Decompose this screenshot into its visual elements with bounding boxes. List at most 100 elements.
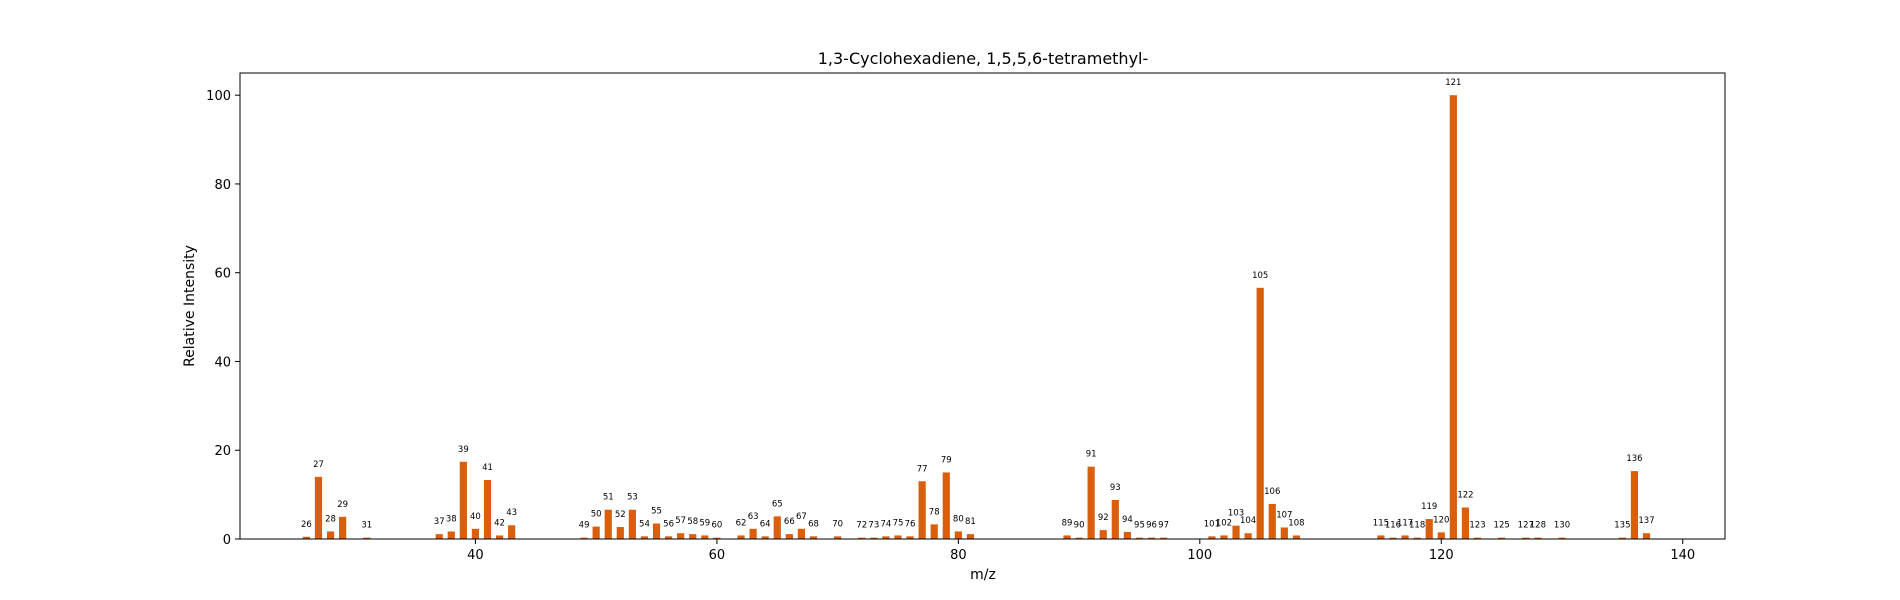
peak-label-mz-92: 92 [1098, 513, 1109, 523]
bar-mz-105 [1256, 287, 1264, 539]
peak-label-mz-53: 53 [627, 493, 638, 503]
x-tick-label: 60 [709, 548, 726, 563]
peak-label-mz-64: 64 [760, 519, 771, 529]
bar-mz-95 [1135, 537, 1144, 539]
peak-label-mz-93: 93 [1110, 483, 1121, 493]
bar-mz-81 [966, 534, 975, 539]
bar-mz-66 [785, 534, 793, 539]
peak-label-mz-68: 68 [808, 519, 819, 529]
bar-mz-136 [1630, 471, 1639, 539]
x-axis-label: m/z [970, 567, 996, 583]
peak-label-mz-103: 103 [1228, 509, 1244, 519]
bar-mz-106 [1268, 503, 1276, 539]
peak-label-mz-50: 50 [591, 510, 602, 520]
bar-mz-121 [1449, 95, 1457, 539]
bar-mz-40 [471, 528, 480, 539]
peak-label-mz-75: 75 [893, 518, 904, 528]
bar-mz-41 [483, 479, 492, 539]
bar-mz-125 [1498, 537, 1506, 539]
peak-label-mz-127: 127 [1518, 521, 1534, 531]
bar-mz-26 [302, 536, 310, 539]
bar-mz-76 [906, 536, 914, 539]
peak-label-mz-108: 108 [1288, 518, 1304, 528]
bar-mz-79 [942, 472, 950, 539]
bar-mz-57 [677, 533, 685, 539]
peak-label-mz-119: 119 [1421, 502, 1437, 512]
y-tick-label: 100 [206, 89, 231, 104]
bar-mz-64 [761, 536, 769, 539]
bar-mz-108 [1292, 535, 1300, 539]
peak-label-mz-94: 94 [1122, 515, 1133, 525]
peak-label-mz-97: 97 [1158, 521, 1169, 531]
plot-area-frame [239, 72, 1726, 540]
bar-mz-92 [1099, 530, 1107, 539]
bar-mz-29 [339, 516, 347, 539]
peak-label-mz-57: 57 [675, 516, 686, 526]
peak-label-mz-41: 41 [482, 463, 493, 473]
peak-label-mz-135: 135 [1614, 521, 1630, 531]
x-tick-label: 40 [467, 548, 484, 563]
peak-label-mz-122: 122 [1457, 490, 1473, 500]
peak-label-mz-91: 91 [1086, 450, 1097, 460]
bar-mz-117 [1401, 535, 1409, 539]
x-tick-label: 140 [1670, 548, 1695, 563]
y-tick-label: 20 [214, 444, 231, 459]
bar-mz-127 [1522, 537, 1530, 539]
peak-label-mz-72: 72 [856, 521, 867, 531]
bar-mz-75 [894, 535, 902, 539]
peak-label-mz-128: 128 [1530, 521, 1546, 531]
bar-mz-101 [1208, 536, 1216, 539]
bar-mz-135 [1618, 537, 1626, 539]
x-tick-label: 120 [1429, 548, 1454, 563]
bar-mz-53 [628, 509, 636, 539]
peak-label-mz-121: 121 [1445, 78, 1461, 88]
bar-mz-52 [616, 527, 624, 539]
peak-label-mz-90: 90 [1074, 521, 1085, 531]
bar-mz-97 [1160, 537, 1168, 539]
bar-mz-72 [858, 537, 866, 539]
bar-mz-74 [882, 536, 890, 539]
peak-label-mz-58: 58 [687, 517, 698, 527]
bar-mz-43 [508, 525, 516, 539]
peak-label-mz-31: 31 [361, 521, 372, 531]
bar-mz-60 [713, 537, 721, 539]
bar-mz-28 [326, 531, 335, 539]
y-axis-label: Relative Intensity [182, 245, 198, 367]
peak-label-mz-70: 70 [832, 519, 843, 529]
y-tick-label: 80 [214, 178, 231, 193]
peak-label-mz-136: 136 [1626, 454, 1642, 464]
peak-label-mz-59: 59 [699, 518, 710, 528]
bar-mz-123 [1473, 537, 1482, 539]
peak-label-mz-117: 117 [1397, 518, 1413, 528]
bar-mz-78 [930, 524, 938, 539]
peak-label-mz-89: 89 [1062, 518, 1073, 528]
bar-mz-55 [652, 523, 661, 539]
peak-label-mz-80: 80 [953, 514, 964, 524]
peak-label-mz-130: 130 [1554, 521, 1570, 531]
peak-label-mz-66: 66 [784, 517, 795, 527]
bar-mz-67 [797, 528, 805, 539]
bar-mz-31 [363, 537, 371, 539]
peak-label-mz-52: 52 [615, 510, 626, 520]
bar-mz-65 [773, 516, 781, 539]
bar-mz-59 [701, 535, 709, 539]
y-tick-label: 0 [223, 533, 231, 548]
peak-label-mz-81: 81 [965, 517, 976, 527]
bar-mz-96 [1147, 537, 1156, 539]
peak-label-mz-115: 115 [1373, 518, 1389, 528]
peak-label-mz-78: 78 [929, 507, 940, 517]
peak-label-mz-49: 49 [579, 521, 590, 531]
peak-label-mz-79: 79 [941, 455, 952, 465]
peak-label-mz-102: 102 [1216, 518, 1232, 528]
bar-mz-68 [809, 536, 818, 539]
peak-label-mz-106: 106 [1264, 487, 1280, 497]
bar-mz-137 [1642, 533, 1651, 539]
peak-label-mz-73: 73 [868, 521, 879, 531]
peak-label-mz-39: 39 [458, 445, 469, 455]
peak-label-mz-105: 105 [1252, 271, 1268, 281]
y-tick-label: 60 [214, 267, 231, 282]
peak-label-mz-96: 96 [1146, 521, 1157, 531]
peak-label-mz-54: 54 [639, 519, 650, 529]
bar-mz-116 [1389, 537, 1397, 539]
